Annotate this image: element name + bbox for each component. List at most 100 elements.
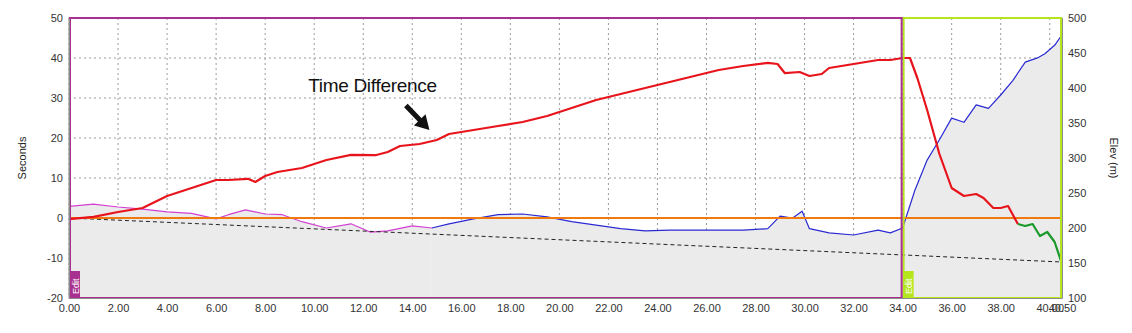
x-axis-tick-label: 14.00 [399, 302, 427, 314]
x-axis-tick-label: 32.00 [840, 302, 868, 314]
y2-axis-tick: 500 [1062, 12, 1086, 24]
x-axis-tick-label: 24.00 [644, 302, 672, 314]
y2-axis-tick-label: 350 [1068, 117, 1086, 129]
y-grid-line [69, 178, 1062, 179]
x-axis-tick-label: 30.00 [791, 302, 819, 314]
area-layer [69, 35, 1062, 298]
segment-label: Edit [71, 278, 81, 294]
y2-axis-tick: 200 [1062, 222, 1086, 234]
x-axis-tick: 36.00 [938, 298, 966, 314]
y-axis-tick: -20 [47, 292, 69, 304]
y-grid-line [69, 218, 1062, 219]
y2-axis-tick: 100 [1062, 292, 1086, 304]
x-axis-tick-label: 26.00 [693, 302, 721, 314]
y-axis-tick-label: -10 [47, 252, 63, 264]
y-grid-line [69, 58, 1062, 59]
y2-axis-line [1062, 19, 1063, 299]
y2-axis-tick-label: 100 [1068, 292, 1086, 304]
x-axis-tick: 10.00 [301, 298, 329, 314]
y2-axis-tick: 350 [1062, 117, 1086, 129]
series-line [69, 58, 1018, 224]
x-axis-tick-label: 18.00 [497, 302, 525, 314]
x-axis-tick: 4.00 [157, 298, 178, 314]
y2-axis-tick-label: 450 [1068, 47, 1086, 59]
x-axis-tick-label: 10.00 [301, 302, 329, 314]
annotation-text: Time Difference [308, 75, 437, 96]
x-axis-tick-label: 38.00 [987, 302, 1015, 314]
y-axis-tick-label: 30 [51, 92, 63, 104]
y2-axis-tick: 400 [1062, 82, 1086, 94]
y-axis-tick-label: -20 [47, 292, 63, 304]
y-axis-tick: 50 [51, 12, 69, 24]
y2-axis-title: Elev (m) [1108, 138, 1120, 179]
x-axis-tick: 2.00 [108, 298, 129, 314]
y2-axis-tick: 150 [1062, 257, 1086, 269]
x-axis-tick: 18.00 [497, 298, 525, 314]
y-axis-line [69, 19, 70, 299]
x-axis-tick: 30.00 [791, 298, 819, 314]
y2-axis-tick-label: 150 [1068, 257, 1086, 269]
x-axis-tick: 14.00 [399, 298, 427, 314]
x-axis-tick-label: 12.00 [350, 302, 378, 314]
series-line [69, 218, 1062, 262]
x-axis-tick: 24.00 [644, 298, 672, 314]
x-axis-tick-label: 22.00 [595, 302, 623, 314]
x-axis-tick: 6.00 [206, 298, 227, 314]
x-axis-tick: 34.00 [889, 298, 917, 314]
y-axis-tick-label: 40 [51, 52, 63, 64]
y-axis-title: Seconds [16, 136, 28, 179]
y2-axis-tick: 300 [1062, 152, 1086, 164]
y-axis-tick: 40 [51, 52, 69, 64]
y-axis-tick: 20 [51, 132, 69, 144]
x-axis-line [70, 298, 1063, 299]
y-axis-tick-label: 0 [57, 212, 63, 224]
x-axis-tick: 22.00 [595, 298, 623, 314]
plot-area [69, 35, 1062, 298]
y2-axis-tick-label: 400 [1068, 82, 1086, 94]
segment-label: Edit [904, 278, 914, 294]
elevation-area [432, 35, 1062, 298]
y2-axis-tick: 450 [1062, 47, 1086, 59]
x-axis-tick: 20.00 [546, 298, 574, 314]
series-line [1018, 224, 1062, 264]
plot-frame [69, 18, 1062, 298]
x-axis-tick-label: 20.00 [546, 302, 574, 314]
y2-axis-tick-label: 200 [1068, 222, 1086, 234]
y2-axis-tick-label: 250 [1068, 187, 1086, 199]
y2-axis: 100 150 200 250 300 350 400 450 500 [1062, 12, 1086, 304]
segment-tab [904, 271, 914, 298]
x-axis-tick: 38.00 [987, 298, 1015, 314]
x-axis-tick: 32.00 [840, 298, 868, 314]
y-axis-tick-label: 10 [51, 172, 63, 184]
x-axis-tick-label: 16.00 [448, 302, 476, 314]
y-grid-line [69, 98, 1062, 99]
x-axis-tick-label: 34.00 [889, 302, 917, 314]
y-axis-tick: 0 [57, 212, 69, 224]
grid [69, 18, 1062, 298]
y2-axis-tick: 250 [1062, 187, 1086, 199]
x-axis-tick: 28.00 [742, 298, 770, 314]
plot-background [69, 18, 1062, 298]
segment-tab [70, 271, 80, 298]
segment-frame [904, 18, 1061, 298]
segment-frame [70, 18, 902, 298]
chart: EditEdit0.002.004.006.008.0010.0012.0014… [0, 0, 1132, 333]
line-layer [69, 35, 1062, 264]
x-axis-tick: 8.00 [255, 298, 276, 314]
annotation-arrow-head [414, 114, 429, 130]
segments: Edit Edit [70, 18, 1061, 298]
y-axis-tick: -10 [47, 252, 69, 264]
y-axis-tick: 30 [51, 92, 69, 104]
x-axis-tick-label: 4.00 [157, 302, 178, 314]
x-axis-tick-label: 2.00 [108, 302, 129, 314]
y-grid-line [69, 138, 1062, 139]
y-axis: -20 -10 0 10 20 30 40 50 [47, 12, 69, 304]
y2-axis-tick-label: 500 [1068, 12, 1086, 24]
y-axis-tick: 10 [51, 172, 69, 184]
x-axis-tick-label: 36.00 [938, 302, 966, 314]
series-line [69, 217, 1062, 219]
y2-axis-tick-label: 300 [1068, 152, 1086, 164]
annotations: Time Difference [308, 75, 437, 130]
x-axis-tick-label: 28.00 [742, 302, 770, 314]
x-axis-tick-label: 8.00 [255, 302, 276, 314]
